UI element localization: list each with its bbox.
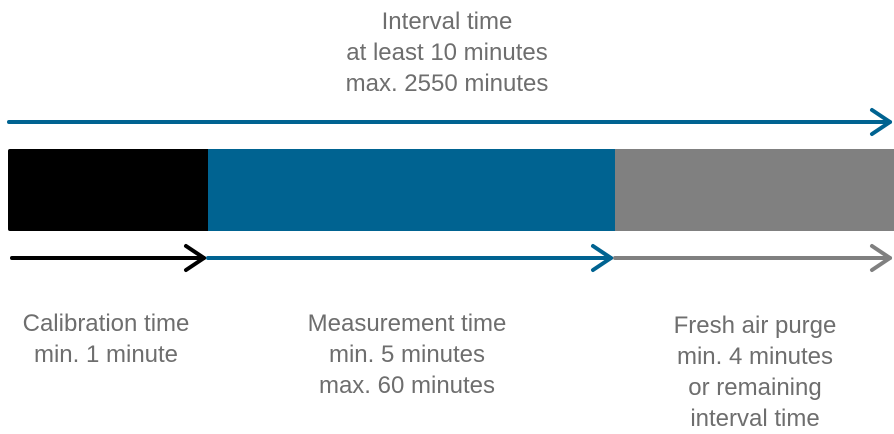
fresh-air-purge-remaining: interval time: [690, 405, 820, 432]
fresh-air-purge-label: Fresh air purge min. 4 minutes or remain…: [616, 310, 894, 434]
calibration-segment: [8, 149, 208, 231]
calibration-arrow-head: [184, 244, 206, 272]
interval-time-max: max. 2550 minutes: [345, 70, 549, 97]
fresh-air-purge-or: or remaining: [688, 374, 822, 401]
measurement-time-title: Measurement time: [307, 310, 507, 337]
measurement-time-max: max. 60 minutes: [318, 372, 496, 399]
interval-time-title: Interval time: [381, 8, 513, 35]
calibration-time-min: min. 1 minute: [33, 341, 179, 368]
interval-arrow: [7, 108, 892, 136]
measurement-time-label: Measurement time min. 5 minutes max. 60 …: [255, 308, 559, 401]
measurement-arrow-head: [591, 244, 613, 272]
calibration-time-title: Calibration time: [22, 310, 190, 337]
measurement-time-min: min. 5 minutes: [328, 341, 486, 368]
interval-arrow-head: [870, 108, 892, 136]
interval-time-min: at least 10 minutes: [346, 39, 548, 66]
purge-arrow: [613, 244, 892, 272]
fresh-air-purge-min: min. 4 minutes: [676, 343, 834, 370]
interval-time-label: Interval time at least 10 minutes max. 2…: [247, 6, 647, 99]
fresh-air-purge-title: Fresh air purge: [673, 312, 837, 339]
calibration-time-label: Calibration time min. 1 minute: [0, 308, 212, 370]
fresh-air-purge-segment: [615, 149, 894, 231]
measurement-arrow: [206, 244, 613, 272]
measurement-segment: [208, 149, 615, 231]
calibration-arrow: [10, 244, 206, 272]
purge-arrow-head: [870, 244, 892, 272]
